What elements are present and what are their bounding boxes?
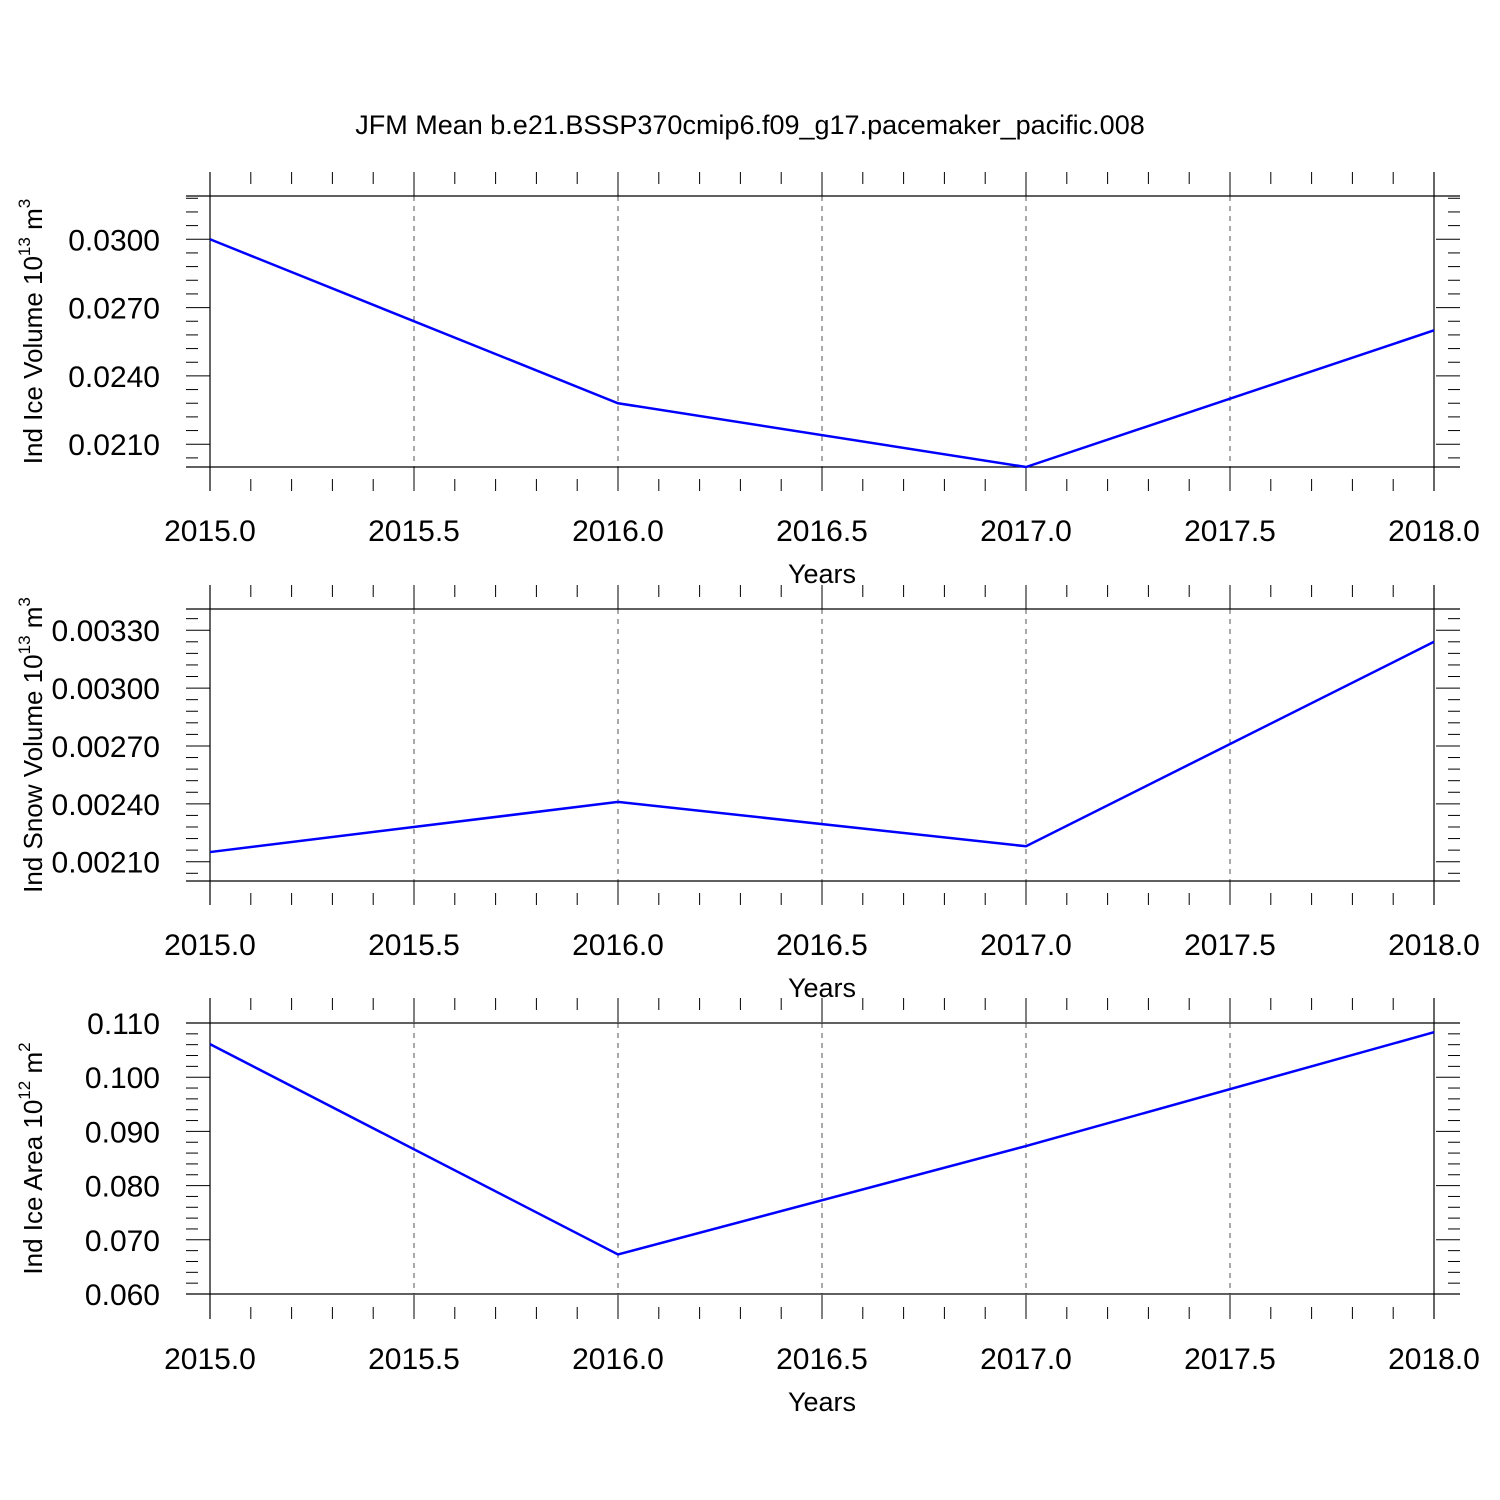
x-tick-label: 2015.0 [164,515,256,548]
x-tick-label: 2016.0 [572,929,664,962]
x-tick-label: 2018.0 [1388,1343,1480,1376]
y-axis-label: Ind Snow Volume 1013 m3 [15,597,48,893]
x-tick-label: 2015.0 [164,1343,256,1376]
series-line [209,640,1435,854]
x-tick-label: 2018.0 [1388,515,1480,548]
y-tick-label: 0.090 [85,1116,160,1149]
x-tick-label: 2017.5 [1184,929,1276,962]
x-tick-label: 2015.5 [368,1343,460,1376]
x-tick-label: 2016.0 [572,515,664,548]
y-tick-label: 0.110 [87,1008,160,1041]
x-tick-label: 2016.5 [776,929,868,962]
x-tick-label: 2015.0 [164,929,256,962]
y-axis-label: Ind Ice Area 1012 m2 [15,1042,48,1274]
panel-ice-volume: 0.0210 0.0240 0.0270 0.0300 2015.0 2015.5 2016… [15,172,1480,589]
y-tick-label: 0.080 [85,1171,160,1204]
panel-snow-volume: 0.00210 0.00240 0.00270 0.00300 0.00330 2015.… [15,585,1480,1003]
y-axis-label: Ind Ice Volume 1013 m3 [15,199,48,464]
chart-title: JFM Mean b.e21.BSSP370cmip6.f09_g17.pace… [355,110,1144,140]
x-tick-label: 2017.5 [1184,1343,1276,1376]
y-tick-label: 0.00240 [52,789,160,822]
y-tick-label: 0.0210 [68,429,160,462]
series-line [209,1031,1435,1256]
x-tick-label: 2017.0 [980,929,1072,962]
y-tick-label: 0.00210 [52,847,160,880]
y-tick-label: 0.0240 [68,361,160,394]
y-tick-label: 0.00300 [52,673,160,706]
x-tick-label: 2017.0 [980,515,1072,548]
x-tick-label: 2017.0 [980,1343,1072,1376]
y-tick-label: 0.00330 [52,615,160,648]
x-tick-label: 2015.5 [368,929,460,962]
x-tick-label: 2016.5 [776,1343,868,1376]
y-tick-label: 0.100 [85,1062,160,1095]
series-line [209,238,1435,469]
y-tick-label: 0.070 [85,1225,160,1258]
y-tick-label: 0.0270 [68,293,160,326]
x-tick-label: 2015.5 [368,515,460,548]
x-tick-label: 2017.5 [1184,515,1276,548]
x-tick-label: 2016.0 [572,1343,664,1376]
y-tick-label: 0.00270 [52,731,160,764]
x-axis-label: Years [788,1387,856,1417]
x-tick-label: 2016.5 [776,515,868,548]
y-tick-label: 0.060 [85,1279,160,1312]
panel-ice-area: 0.060 0.070 0.080 0.090 0.100 0.110 2015.0 2015… [15,998,1480,1417]
x-tick-label: 2018.0 [1388,929,1480,962]
x-axis-label: Years [788,559,856,589]
y-tick-label: 0.0300 [68,224,160,257]
